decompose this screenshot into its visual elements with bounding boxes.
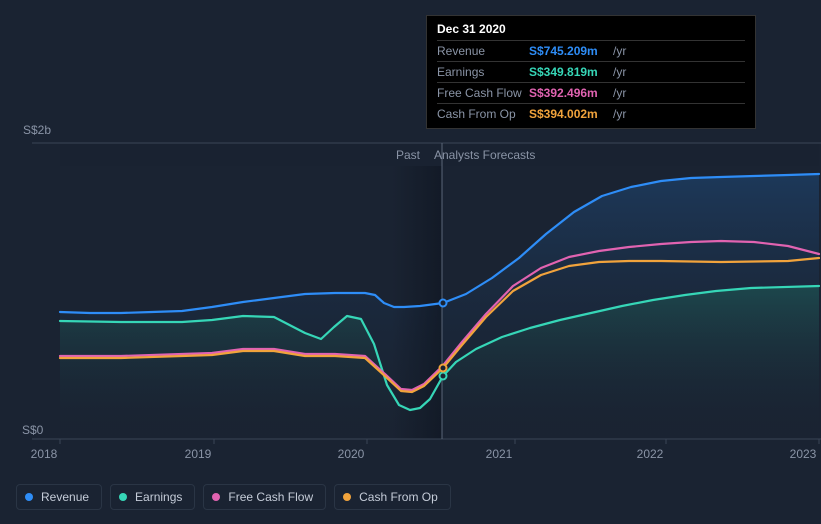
tooltip-row: Free Cash FlowS$392.496m/yr — [437, 82, 745, 103]
tooltip-row: RevenueS$745.209m/yr — [437, 40, 745, 61]
legend-item-earnings[interactable]: Earnings — [110, 484, 195, 510]
tooltip-suffix: /yr — [613, 43, 626, 59]
forecast-region-label: Analysts Forecasts — [434, 148, 535, 162]
y-axis-max-label: S$2b — [23, 123, 51, 137]
tooltip-suffix: /yr — [613, 64, 626, 80]
tooltip-metric-value: S$745.209m — [529, 43, 609, 59]
legend-item-revenue[interactable]: Revenue — [16, 484, 102, 510]
legend-label: Earnings — [135, 490, 182, 504]
tooltip-metric-value: S$349.819m — [529, 64, 609, 80]
legend-swatch — [343, 493, 351, 501]
x-tick-label: 2020 — [338, 447, 365, 461]
legend-swatch — [119, 493, 127, 501]
x-tick-label: 2019 — [185, 447, 212, 461]
legend-swatch — [25, 493, 33, 501]
legend-label: Revenue — [41, 490, 89, 504]
x-tick-label: 2022 — [637, 447, 664, 461]
x-tick-label: 2021 — [486, 447, 513, 461]
tooltip-rows: RevenueS$745.209m/yrEarningsS$349.819m/y… — [437, 40, 745, 124]
past-region-label: Past — [32, 148, 420, 162]
legend-item-cfo[interactable]: Cash From Op — [334, 484, 451, 510]
tooltip-suffix: /yr — [613, 85, 626, 101]
y-axis-min-label: S$0 — [22, 423, 43, 437]
tooltip-metric-label: Cash From Op — [437, 106, 529, 122]
chart-tooltip: Dec 31 2020 RevenueS$745.209m/yrEarnings… — [426, 15, 756, 129]
tooltip-metric-label: Earnings — [437, 64, 529, 80]
tooltip-date: Dec 31 2020 — [437, 22, 745, 40]
tooltip-metric-value: S$392.496m — [529, 85, 609, 101]
legend-swatch — [212, 493, 220, 501]
tooltip-metric-label: Free Cash Flow — [437, 85, 529, 101]
tooltip-row: Cash From OpS$394.002m/yr — [437, 103, 745, 124]
financial-chart: S$2b S$0 Past Analysts Forecasts 2018 201… — [16, 0, 805, 524]
x-tick-label: 2023 — [790, 447, 817, 461]
tooltip-metric-label: Revenue — [437, 43, 529, 59]
legend-label: Cash From Op — [359, 490, 438, 504]
tooltip-metric-value: S$394.002m — [529, 106, 609, 122]
chart-legend: Revenue Earnings Free Cash Flow Cash From O… — [16, 484, 451, 510]
legend-item-fcf[interactable]: Free Cash Flow — [203, 484, 326, 510]
tooltip-suffix: /yr — [613, 106, 626, 122]
x-tick-label: 2018 — [31, 447, 58, 461]
tooltip-row: EarningsS$349.819m/yr — [437, 61, 745, 82]
legend-label: Free Cash Flow — [228, 490, 313, 504]
